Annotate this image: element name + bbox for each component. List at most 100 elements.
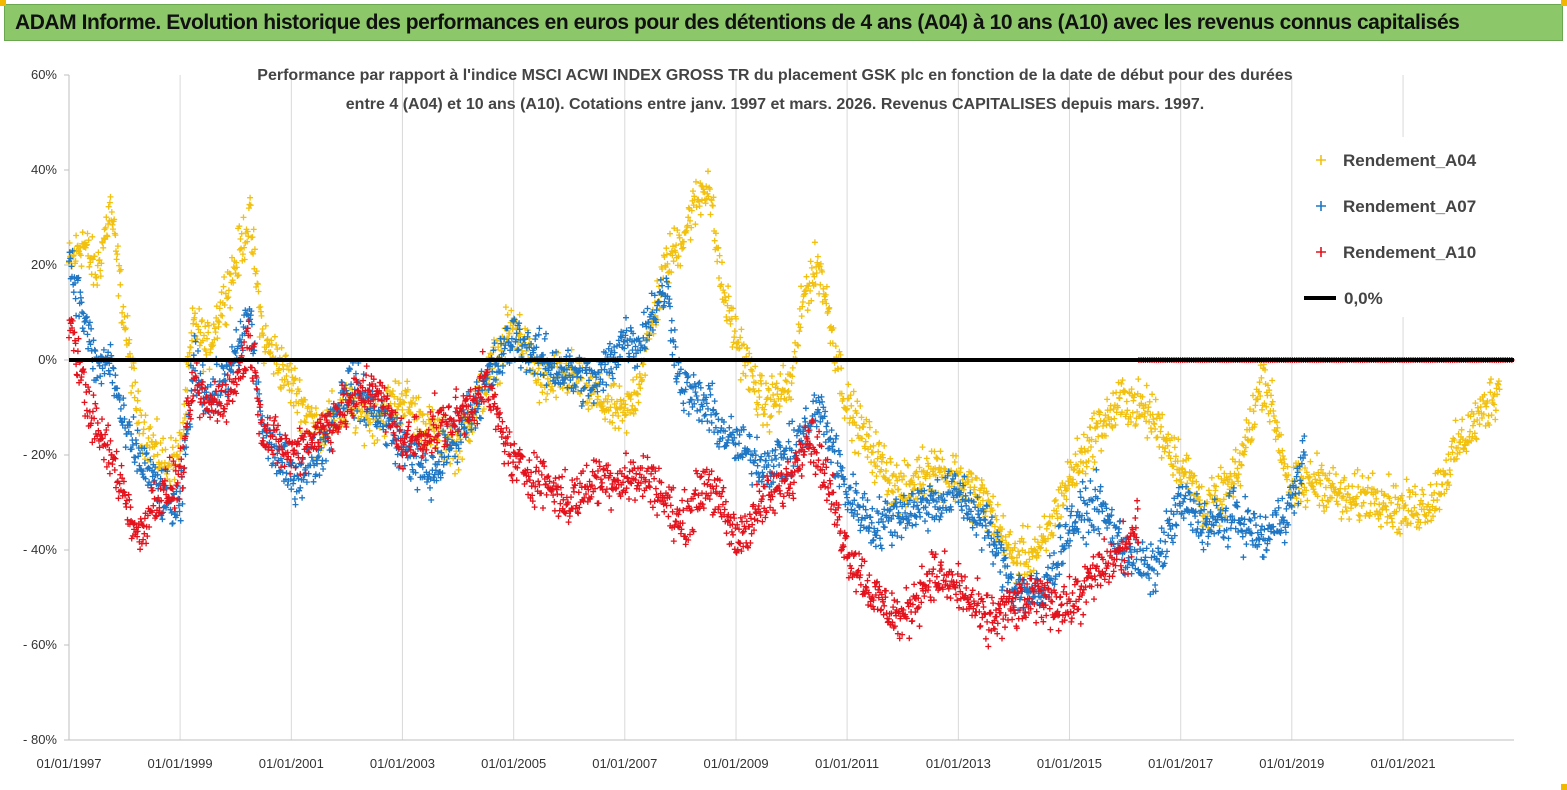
rendement-a04-point bbox=[670, 258, 677, 265]
rendement-a04-point bbox=[196, 305, 203, 312]
rendement-a04-point bbox=[814, 253, 821, 260]
rendement-a04-point bbox=[639, 376, 646, 383]
rendement-a04-point bbox=[1154, 434, 1161, 441]
rendement-a04-point bbox=[1412, 491, 1419, 498]
rendement-a04-point bbox=[1173, 477, 1180, 484]
rendement-a10-point bbox=[137, 546, 144, 553]
rendement-a07-point bbox=[917, 513, 924, 520]
rendement-a07-point bbox=[85, 322, 92, 329]
rendement-a04-point bbox=[731, 334, 738, 341]
rendement-a07-point bbox=[770, 463, 777, 470]
rendement-a04-point bbox=[1333, 498, 1340, 505]
rendement-a04-point bbox=[508, 307, 515, 314]
rendement-a04-point bbox=[1386, 495, 1393, 502]
rendement-a04-point bbox=[977, 501, 984, 508]
rendement-a04-point bbox=[517, 331, 524, 338]
rendement-a04-point bbox=[1095, 433, 1102, 440]
rendement-a10-point bbox=[83, 407, 90, 414]
rendement-a04-point bbox=[361, 442, 368, 449]
rendement-a04-point bbox=[1299, 481, 1305, 488]
rendement-a04-point bbox=[66, 240, 73, 246]
rendement-a10-point bbox=[196, 414, 203, 421]
rendement-a04-point bbox=[888, 488, 895, 495]
rendement-a04-point bbox=[1007, 528, 1014, 535]
rendement-a04-point bbox=[835, 366, 842, 373]
y-tick-label: - 80% bbox=[23, 732, 57, 747]
rendement-a04-point bbox=[1455, 444, 1461, 451]
rendement-a04-point bbox=[984, 490, 991, 497]
rendement-a04-point bbox=[776, 408, 783, 415]
rendement-a04-point bbox=[1100, 418, 1107, 425]
rendement-a04-point bbox=[254, 281, 261, 288]
rendement-a04-point bbox=[1403, 476, 1410, 483]
rendement-a04-point bbox=[131, 394, 138, 401]
rendement-a04-point bbox=[764, 421, 771, 428]
rendement-a04-point bbox=[1486, 379, 1493, 386]
rendement-a04-point bbox=[1167, 455, 1174, 462]
rendement-a04-point bbox=[1420, 491, 1427, 498]
rendement-a04-point bbox=[1491, 401, 1498, 408]
rendement-a04-point bbox=[1235, 471, 1242, 478]
rendement-a04-point bbox=[233, 264, 240, 271]
rendement-a04-point bbox=[1310, 486, 1317, 493]
rendement-a07-point bbox=[434, 461, 441, 468]
rendement-a04-point bbox=[85, 237, 92, 244]
rendement-a07-point bbox=[677, 366, 684, 373]
rendement-a07-point bbox=[1253, 522, 1259, 529]
rendement-a10-point bbox=[99, 416, 105, 423]
rendement-a04-point bbox=[1104, 396, 1111, 403]
rendement-a04-point bbox=[1221, 470, 1228, 477]
rendement-a04-point bbox=[288, 387, 295, 394]
rendement-a04-point bbox=[1074, 463, 1081, 470]
rendement-a04-point bbox=[1025, 563, 1032, 570]
rendement-a07-point bbox=[1049, 565, 1056, 572]
rendement-a07-point bbox=[1257, 513, 1264, 520]
rendement-a04-point bbox=[899, 476, 906, 483]
rendement-a04-point bbox=[1140, 405, 1147, 412]
rendement-a04-point bbox=[107, 193, 114, 200]
rendement-a04-point bbox=[280, 366, 287, 373]
rendement-a04-point bbox=[756, 394, 763, 401]
rendement-a04-point bbox=[670, 243, 676, 250]
rendement-a04-point bbox=[415, 394, 422, 401]
rendement-a04-point bbox=[1403, 516, 1410, 522]
rendement-a07-point bbox=[959, 507, 965, 514]
rendement-a07-point bbox=[1246, 516, 1253, 523]
rendement-a04-point bbox=[704, 190, 711, 197]
rendement-a04-point bbox=[100, 244, 107, 251]
rendement-a04-point bbox=[1108, 416, 1115, 423]
rendement-a04-point bbox=[1012, 540, 1019, 547]
rendement-a04-point bbox=[1433, 505, 1439, 512]
rendement-a04-point bbox=[250, 226, 257, 233]
rendement-a04-point bbox=[205, 329, 212, 336]
rendement-a04-point bbox=[730, 305, 736, 312]
rendement-a04-point bbox=[1373, 495, 1380, 502]
rendement-a04-point bbox=[169, 444, 176, 451]
rendement-a10-point bbox=[141, 515, 148, 522]
rendement-a04-point bbox=[707, 211, 714, 218]
rendement-a04-point bbox=[926, 473, 933, 480]
rendement-a04-point bbox=[1258, 374, 1265, 381]
rendement-a04-point bbox=[189, 305, 196, 312]
rendement-a04-point bbox=[716, 252, 723, 259]
rendement-a07-point bbox=[713, 410, 720, 417]
rendement-a04-point bbox=[296, 388, 303, 395]
rendement-a04-point bbox=[1278, 431, 1285, 438]
rendement-a07-point bbox=[135, 453, 142, 460]
rendement-a07-point bbox=[80, 328, 87, 335]
rendement-a04-point bbox=[844, 405, 851, 412]
rendement-a04-point bbox=[1238, 462, 1245, 469]
rendement-a04-point bbox=[807, 258, 814, 265]
rendement-a10-point bbox=[107, 437, 114, 444]
rendement-a04-point bbox=[129, 382, 136, 389]
rendement-a07-point bbox=[75, 274, 82, 281]
rendement-a04-point bbox=[768, 373, 775, 380]
rendement-a04-point bbox=[1220, 496, 1227, 503]
rendement-a04-point bbox=[677, 262, 684, 269]
rendement-a04-point bbox=[709, 202, 716, 209]
y-tick-label: 20% bbox=[31, 257, 57, 272]
rendement-a07-point bbox=[824, 420, 831, 427]
rendement-a04-point bbox=[1248, 436, 1255, 443]
rendement-a04-point bbox=[1342, 504, 1349, 511]
rendement-a04-point bbox=[1061, 492, 1068, 499]
